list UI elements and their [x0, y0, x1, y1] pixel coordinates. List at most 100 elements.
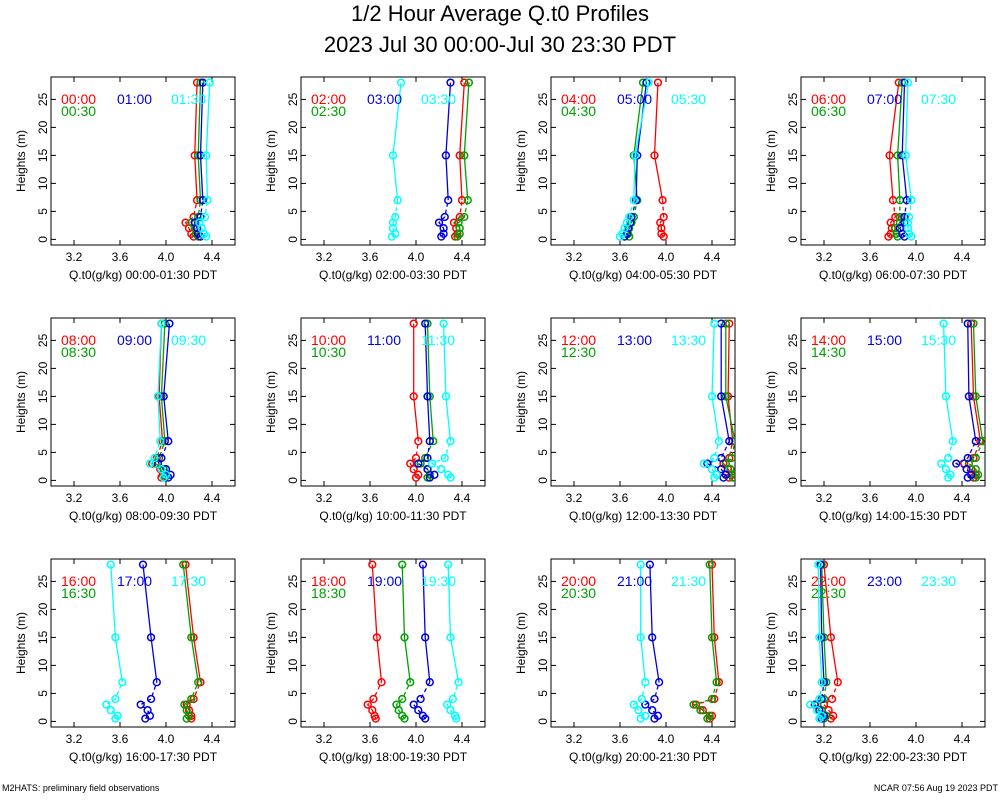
y-tick-label: 15 [536, 148, 550, 162]
series-line [197, 82, 202, 201]
data-point [891, 212, 900, 222]
y-tick-label: 20 [286, 361, 300, 375]
y-tick-label: 20 [36, 120, 50, 134]
x-tick-label: 4.0 [908, 250, 925, 264]
x-tick-label: 3.6 [112, 732, 129, 746]
x-axis-label: Q.t0(g/kg) 02:00-03:30 PDT [319, 268, 468, 282]
series-line [371, 564, 383, 683]
data-point [653, 711, 663, 720]
data-point [717, 465, 726, 474]
data-point [421, 319, 430, 328]
data-point [418, 711, 428, 720]
y-axis-label: Heights (m) [264, 130, 278, 192]
series-line [445, 82, 452, 201]
x-axis-label: Q.t0(g/kg) 10:00-11:30 PDT [319, 509, 467, 523]
profile-panel: 3.2 3.6 4.0 4.4 0 5 10 15 20 25 Heights (m) Q.t0(g/… [14, 317, 236, 523]
legend-label: 01:00 [117, 91, 152, 107]
legend-label: 06:30 [811, 103, 846, 119]
data-point [444, 196, 453, 205]
data-point [444, 470, 453, 479]
data-point [710, 453, 719, 463]
series-line [157, 323, 163, 442]
data-point [198, 196, 207, 205]
panel-frame [800, 76, 986, 246]
y-tick-label: 10 [36, 417, 50, 431]
legend-label: 07:30 [921, 91, 956, 107]
data-point [440, 212, 449, 222]
data-point [363, 700, 372, 709]
x-tick-label: 3.2 [316, 732, 333, 746]
legend-label: 12:30 [561, 344, 596, 360]
x-tick-label: 3.2 [566, 250, 583, 264]
data-point [416, 694, 425, 704]
data-point [455, 229, 464, 238]
data-point [634, 706, 643, 715]
y-tick-label: 15 [786, 630, 800, 644]
x-axis-label: Q.t0(g/kg) 20:00-21:30 PDT [569, 750, 718, 764]
data-point [442, 700, 452, 709]
data-point [455, 151, 464, 160]
data-point [152, 678, 161, 687]
data-point [187, 694, 196, 704]
data-point [650, 151, 659, 160]
y-axis-label: Heights (m) [514, 612, 528, 674]
data-point [398, 694, 407, 704]
legend-label: 01:30 [171, 91, 206, 107]
data-point [629, 700, 638, 709]
panel-data [363, 560, 463, 723]
data-point [707, 465, 717, 474]
data-point [712, 678, 721, 687]
data-point [156, 437, 165, 446]
data-point [205, 78, 214, 87]
data-point [449, 218, 459, 227]
y-tick-label: 15 [286, 389, 300, 403]
y-axis-label: Heights (m) [514, 130, 528, 192]
data-point [952, 459, 961, 468]
series-line [720, 323, 730, 442]
data-point [441, 151, 451, 160]
y-tick-label: 10 [286, 176, 300, 190]
y-tick-label: 25 [286, 333, 300, 347]
profile-panel: 3.2 3.6 4.0 4.4 0 5 10 15 20 25 Heights (m) Q.t0(g/… [264, 76, 486, 282]
data-point [423, 453, 432, 463]
y-tick-label: 0 [36, 718, 50, 725]
data-point [893, 151, 902, 160]
y-tick-label: 5 [36, 690, 50, 697]
series-line [163, 323, 171, 442]
panel-frame [550, 76, 736, 246]
data-point [165, 319, 174, 328]
legend-label: 04:00 [561, 91, 596, 107]
data-point [730, 470, 735, 479]
data-point [377, 678, 386, 687]
data-point [721, 319, 730, 328]
data-point [730, 437, 735, 446]
data-point [450, 711, 460, 720]
x-tick-label: 4.4 [454, 732, 471, 746]
data-point [939, 319, 948, 328]
x-tick-label: 4.4 [204, 250, 221, 264]
data-point [111, 633, 120, 642]
data-point [161, 470, 171, 479]
x-tick-label: 3.6 [862, 491, 879, 505]
data-point [444, 560, 453, 569]
data-point [653, 78, 663, 87]
y-tick-label: 15 [36, 630, 50, 644]
data-point [696, 706, 705, 715]
data-point [721, 459, 730, 468]
y-tick-label: 25 [536, 574, 550, 588]
data-point [895, 218, 905, 227]
data-point [166, 470, 175, 479]
series-line [463, 82, 470, 201]
x-tick-label: 4.4 [954, 732, 971, 746]
data-point [409, 392, 418, 401]
y-tick-label: 5 [286, 690, 300, 697]
data-point [812, 706, 822, 715]
data-point [429, 437, 438, 446]
data-point [703, 459, 712, 468]
data-point [106, 560, 115, 569]
legend-label: 23:30 [921, 573, 956, 589]
data-point [200, 212, 210, 222]
legend-label: 03:00 [367, 91, 402, 107]
x-axis-label: Q.t0(g/kg) 18:00-19:30 PDT [319, 750, 468, 764]
legend-label: 14:30 [811, 344, 846, 360]
